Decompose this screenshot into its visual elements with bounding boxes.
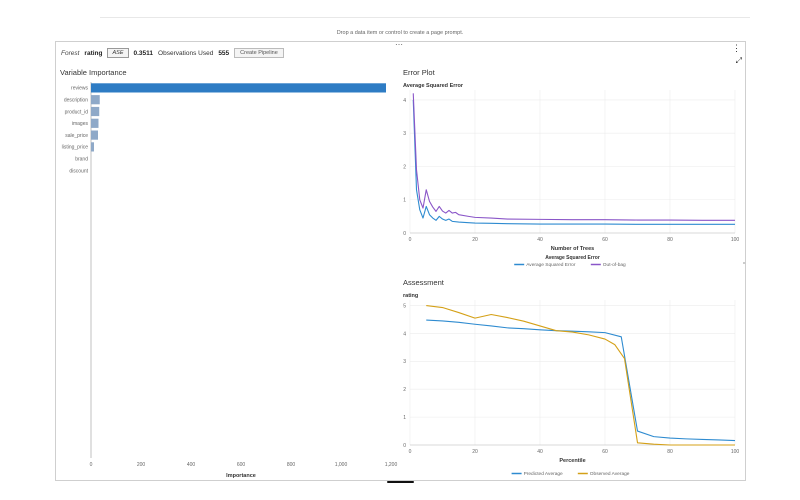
x-tick-label: 60 [602, 449, 608, 455]
legend-title: Average Squared Error [545, 255, 600, 261]
x-axis-label: Importance [226, 473, 256, 479]
category-label: description [64, 98, 88, 104]
x-tick-label: 80 [667, 237, 673, 243]
x-tick-label: 40 [537, 449, 543, 455]
importance-bar [91, 118, 99, 128]
assessment-chart: rating 0 1 2 3 4 5 0 20 40 60 80 100 Percentile Predic… [403, 293, 740, 477]
x-tick-label: 100 [731, 237, 740, 243]
y-tick-label: 3 [403, 131, 406, 137]
y-tick-label: 0 [403, 231, 406, 237]
y-tick-label: 3 [403, 359, 406, 365]
x-tick-label: 200 [137, 462, 146, 468]
y-tick-label: 1 [403, 415, 406, 421]
error-plot-title: Error Plot [403, 68, 435, 77]
observations-value: 555 [218, 49, 230, 57]
category-label: sale_price [65, 133, 88, 139]
series-line [426, 305, 735, 446]
y-tick-label: 4 [403, 98, 406, 104]
model-name: Forest [61, 49, 80, 57]
statistic-selector[interactable]: ASE [107, 48, 129, 58]
legend-label: Observed Average [590, 471, 630, 477]
model-toolbar: Forest rating ASE 0.3511 Observations Us… [61, 47, 284, 59]
statistic-value: 0.3511 [133, 49, 154, 57]
importance-bar [91, 106, 100, 117]
y-tick-label: 0 [403, 443, 406, 449]
y-tick-label: 2 [403, 164, 406, 170]
panel-resize-handle[interactable] [743, 262, 746, 264]
maximize-icon[interactable]: ⤢ [735, 56, 742, 65]
importance-bar [91, 130, 98, 140]
category-label: images [72, 121, 89, 127]
x-axis-label: Percentile [559, 458, 585, 464]
scroll-indicator[interactable] [387, 481, 414, 483]
chart-subtitle: rating [403, 293, 418, 299]
importance-bar [91, 95, 100, 105]
category-label: discount [69, 168, 88, 174]
chart-subtitle: Average Squared Error [403, 83, 464, 89]
x-tick-label: 800 [287, 462, 296, 468]
y-tick-label: 4 [403, 331, 406, 337]
importance-bar [91, 83, 386, 93]
drop-prompt[interactable]: Drop a data item or control to create a … [336, 30, 464, 36]
x-tick-label: 0 [90, 462, 93, 468]
assessment-title: Assessment [403, 278, 444, 287]
drag-handle-icon[interactable]: ⋯ [395, 40, 403, 49]
x-tick-label: 600 [237, 462, 246, 468]
x-tick-label: 1,000 [335, 462, 348, 468]
observations-label: Observations Used [158, 49, 214, 57]
x-tick-label: 1,200 [385, 462, 398, 468]
category-label: brand [75, 157, 88, 163]
y-tick-label: 5 [403, 303, 406, 309]
y-tick-label: 2 [403, 387, 406, 393]
model-panel: Forest rating ASE 0.3511 Observations Us… [55, 41, 746, 481]
importance-bar [91, 142, 94, 152]
x-tick-label: 100 [731, 449, 740, 455]
response-variable: rating [84, 49, 103, 57]
series-line [426, 319, 736, 442]
x-tick-label: 60 [602, 237, 608, 243]
legend-label: Predicted Average [524, 471, 563, 477]
category-label: product_id [65, 109, 89, 115]
x-axis-label: Number of Trees [551, 246, 594, 252]
x-tick-label: 20 [472, 449, 478, 455]
header-divider [100, 17, 750, 18]
more-options-icon[interactable]: ⋮ [732, 43, 741, 53]
y-tick-label: 1 [403, 198, 406, 204]
category-label: reviews [71, 86, 88, 92]
x-tick-label: 20 [472, 237, 478, 243]
x-tick-label: 80 [667, 449, 673, 455]
x-tick-label: 0 [409, 237, 412, 243]
create-pipeline-button[interactable]: Create Pipeline [234, 48, 284, 58]
variable-importance-title: Variable Importance [60, 68, 127, 77]
x-tick-label: 400 [187, 462, 196, 468]
x-tick-label: 40 [537, 237, 543, 243]
x-tick-label: 0 [409, 449, 412, 455]
legend-label: Average Squared Error [526, 262, 576, 268]
series-line [412, 93, 735, 221]
category-label: listing_price [62, 145, 89, 151]
legend-label: Out-of-bag [603, 262, 626, 268]
series-line [412, 99, 735, 225]
